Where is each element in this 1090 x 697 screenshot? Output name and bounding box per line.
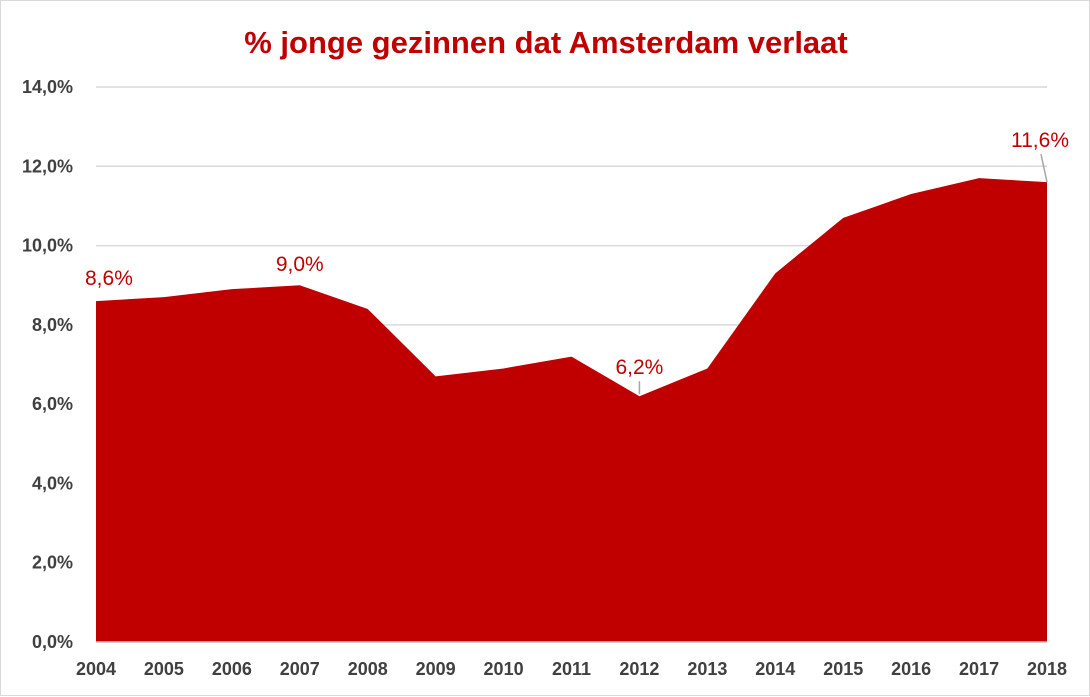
y-tick-label: 4,0% [32,473,73,493]
x-tick-label: 2005 [144,659,184,679]
x-tick-label: 2017 [959,659,999,679]
y-tick-label: 0,0% [32,632,73,652]
y-tick-label: 2,0% [32,553,73,573]
x-tick-label: 2015 [823,659,863,679]
data-label: 8,6% [85,267,133,290]
x-tick-label: 2012 [619,659,659,679]
y-tick-label: 14,0% [22,77,73,97]
data-label: 11,6% [1011,129,1069,152]
data-labels: 8,6% 9,0% 6,2% 11,6% [85,129,1069,395]
y-tick-label: 8,0% [32,315,73,335]
x-tick-label: 2004 [76,659,116,679]
x-tick-label: 2014 [755,659,795,679]
plot-area [96,178,1047,642]
x-tick-label: 2006 [212,659,252,679]
y-tick-label: 10,0% [22,236,73,256]
area-series [96,178,1047,642]
y-tick-label: 12,0% [22,156,73,176]
data-label: 6,2% [615,356,663,379]
y-axis-ticks: 0,0% 2,0% 4,0% 6,0% 8,0% 10,0% 12,0% 14,0% [22,77,73,652]
x-axis-ticks: 2004 2005 2006 2007 2008 2009 2010 2011 2012 2013… [76,659,1067,679]
x-tick-label: 2018 [1027,659,1067,679]
x-tick-label: 2010 [484,659,524,679]
chart-title: % jonge gezinnen dat Amsterdam verlaat [244,25,848,60]
data-label: 9,0% [276,253,324,276]
x-tick-label: 2013 [687,659,727,679]
x-tick-label: 2008 [348,659,388,679]
y-tick-label: 6,0% [32,394,73,414]
x-tick-label: 2011 [552,659,591,679]
x-tick-label: 2016 [891,659,931,679]
x-tick-label: 2007 [280,659,320,679]
leader-line [1040,153,1048,183]
x-tick-label: 2009 [416,659,456,679]
